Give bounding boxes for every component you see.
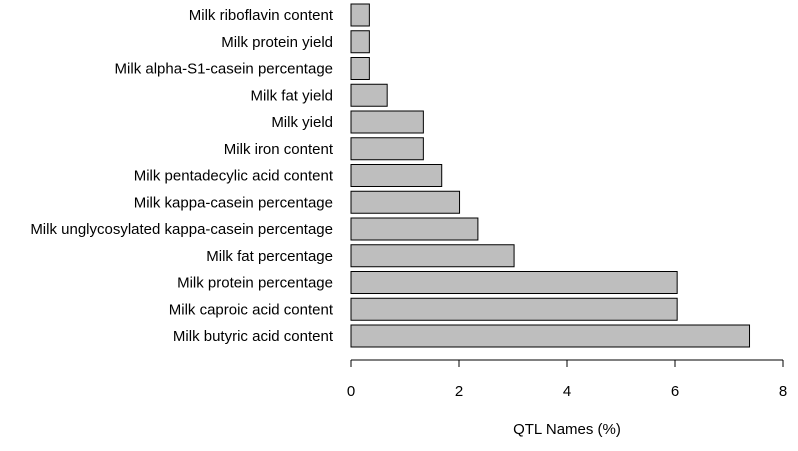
bar-6 xyxy=(350,164,443,187)
bar-12 xyxy=(350,324,751,348)
x-axis-title: QTL Names (%) xyxy=(513,421,621,438)
category-label-10: Milk protein percentage xyxy=(177,275,333,292)
category-label-12: Milk butyric acid content xyxy=(173,328,334,345)
category-label-0: Milk riboflavin content xyxy=(189,7,334,24)
bar-4 xyxy=(350,110,424,134)
bar-11 xyxy=(350,297,678,321)
bar-9 xyxy=(350,244,515,268)
x-tick-label-2: 4 xyxy=(563,383,571,400)
category-label-6: Milk pentadecylic acid content xyxy=(134,168,334,185)
category-label-7: Milk kappa-casein percentage xyxy=(134,194,333,211)
category-label-4: Milk yield xyxy=(271,114,333,131)
x-axis: 0 2 4 6 8 xyxy=(347,359,787,400)
category-label-9: Milk fat percentage xyxy=(206,248,333,265)
category-label-8: Milk unglycosylated kappa-casein percent… xyxy=(30,221,333,238)
x-tick-label-4: 8 xyxy=(779,383,787,400)
x-tick-label-0: 0 xyxy=(347,383,355,400)
category-label-5: Milk iron content xyxy=(224,141,334,158)
category-label-1: Milk protein yield xyxy=(221,34,333,51)
bar-7 xyxy=(350,190,461,214)
bar-8 xyxy=(350,217,479,241)
category-labels-group: Milk riboflavin content Milk protein yiel… xyxy=(30,7,334,345)
bar-2 xyxy=(350,57,370,80)
bars-group xyxy=(350,3,751,348)
bar-5 xyxy=(350,137,424,161)
category-label-2: Milk alpha-S1-casein percentage xyxy=(115,61,333,78)
bar-3 xyxy=(350,83,388,107)
x-tick-label-1: 2 xyxy=(455,383,463,400)
bar-1 xyxy=(350,30,370,54)
category-label-11: Milk caproic acid content xyxy=(169,301,334,318)
bar-10 xyxy=(350,271,678,294)
x-tick-label-3: 6 xyxy=(671,383,679,400)
category-label-3: Milk fat yield xyxy=(250,87,333,104)
bar-0 xyxy=(350,3,370,27)
